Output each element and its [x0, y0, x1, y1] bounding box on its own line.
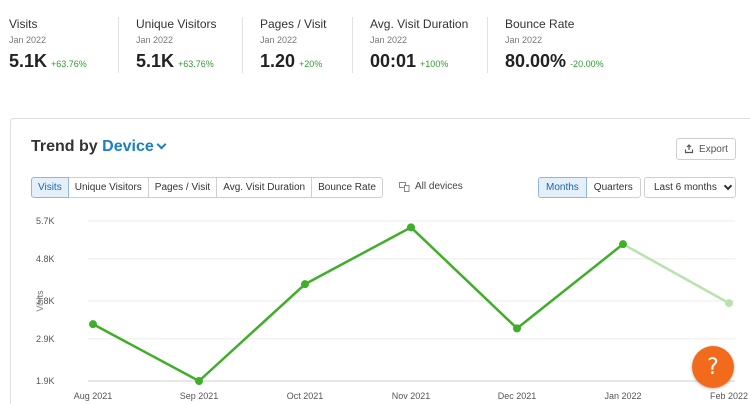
kpi-bounce-rate[interactable]: Bounce Rate Jan 2022 80.00% -20.00% [505, 17, 604, 72]
tab-months[interactable]: Months [538, 177, 587, 198]
data-point [89, 320, 97, 329]
kpi-value: 5.1K [136, 51, 175, 71]
tab-bounce-rate[interactable]: Bounce Rate [311, 177, 383, 198]
x-tick-label: Aug 2021 [74, 391, 113, 401]
device-label: Device [102, 138, 154, 155]
data-point [619, 240, 627, 249]
metric-tabs: Visits Unique Visitors Pages / Visit Avg… [31, 177, 383, 198]
title-prefix: Trend by [31, 138, 98, 155]
divider [487, 17, 488, 73]
kpi-value: 1.20 [260, 51, 296, 71]
y-axis-ticks: 1.9K 2.9K 3.8K 4.8K 5.7K [36, 216, 55, 386]
data-point [195, 377, 203, 385]
x-tick-label: Jan 2022 [604, 391, 641, 401]
kpi-strip: Visits Jan 2022 5.1K +63.76% Unique Visit… [0, 0, 750, 80]
kpi-label: Visits [9, 17, 38, 31]
all-devices-label: All devices [415, 181, 463, 192]
y-tick-label: 4.8K [36, 254, 55, 264]
kpi-change: +100% [420, 59, 449, 69]
device-dropdown[interactable]: Device [102, 138, 167, 155]
kpi-value: 00:01 [370, 51, 417, 71]
x-tick-label: Sep 2021 [180, 391, 219, 401]
devices-icon [399, 181, 410, 192]
divider [352, 17, 353, 73]
x-tick-label: Feb 2022 [710, 391, 748, 401]
x-tick-label: Nov 2021 [392, 391, 431, 401]
y-tick-label: 1.9K [36, 376, 55, 386]
kpi-change: +63.76% [178, 59, 214, 69]
kpi-period: Jan 2022 [9, 35, 47, 45]
y-tick-label: 3.8K [36, 296, 55, 306]
tab-quarters[interactable]: Quarters [585, 177, 641, 198]
kpi-label: Pages / Visit [260, 17, 327, 31]
chart-points [89, 223, 733, 385]
chart-grid [88, 220, 735, 382]
kpi-label: Bounce Rate [505, 17, 575, 31]
series-line-projected [622, 243, 730, 305]
export-button[interactable]: Export [676, 138, 736, 160]
kpi-visits[interactable]: Visits Jan 2022 5.1K +63.76% [9, 17, 87, 72]
chart-lines [92, 226, 730, 383]
x-tick-label: Oct 2021 [287, 391, 324, 401]
export-label: Export [699, 143, 728, 155]
kpi-pages-per-visit[interactable]: Pages / Visit Jan 2022 1.20 +20% [260, 17, 326, 72]
divider [118, 17, 119, 73]
kpi-unique-visitors[interactable]: Unique Visitors Jan 2022 5.1K +63.76% [136, 17, 216, 72]
all-devices-filter[interactable]: All devices [399, 181, 463, 192]
tab-visits[interactable]: Visits [31, 177, 69, 198]
date-range-select[interactable]: Last 6 months [644, 177, 736, 198]
question-mark-icon[interactable]: ? [692, 346, 734, 388]
kpi-change: -20.00% [570, 59, 604, 69]
kpi-label: Unique Visitors [136, 17, 217, 31]
kpi-period: Jan 2022 [370, 35, 408, 45]
divider [242, 17, 243, 73]
kpi-period: Jan 2022 [136, 35, 174, 45]
data-point [513, 324, 521, 333]
period-toggle: Months Quarters [538, 177, 641, 198]
kpi-avg-visit-duration[interactable]: Avg. Visit Duration Jan 2022 00:01 +100% [370, 17, 468, 72]
card-title: Trend by Device [31, 138, 167, 156]
kpi-label: Avg. Visit Duration [370, 17, 469, 31]
data-point [407, 223, 415, 232]
data-point [725, 299, 733, 308]
y-axis-label: Visits [35, 290, 45, 312]
export-icon [684, 144, 694, 154]
x-tick-label: Dec 2021 [498, 391, 537, 401]
trend-card: Trend by Device Export Visits Unique Vis… [10, 118, 750, 404]
date-range-label: Last 6 months [654, 182, 717, 193]
y-tick-label: 5.7K [36, 216, 55, 226]
kpi-change: +20% [299, 59, 323, 69]
y-tick-label: 2.9K [36, 334, 55, 344]
data-point [301, 280, 309, 289]
x-axis-ticks: Aug 2021 Sep 2021 Oct 2021 Nov 2021 Dec 2021… [74, 391, 748, 401]
kpi-value: 80.00% [505, 51, 567, 71]
series-line [92, 226, 624, 383]
kpi-change: +63.76% [51, 59, 87, 69]
kpi-value: 5.1K [9, 51, 48, 71]
kpi-period: Jan 2022 [260, 35, 298, 45]
kpi-period: Jan 2022 [505, 35, 543, 45]
